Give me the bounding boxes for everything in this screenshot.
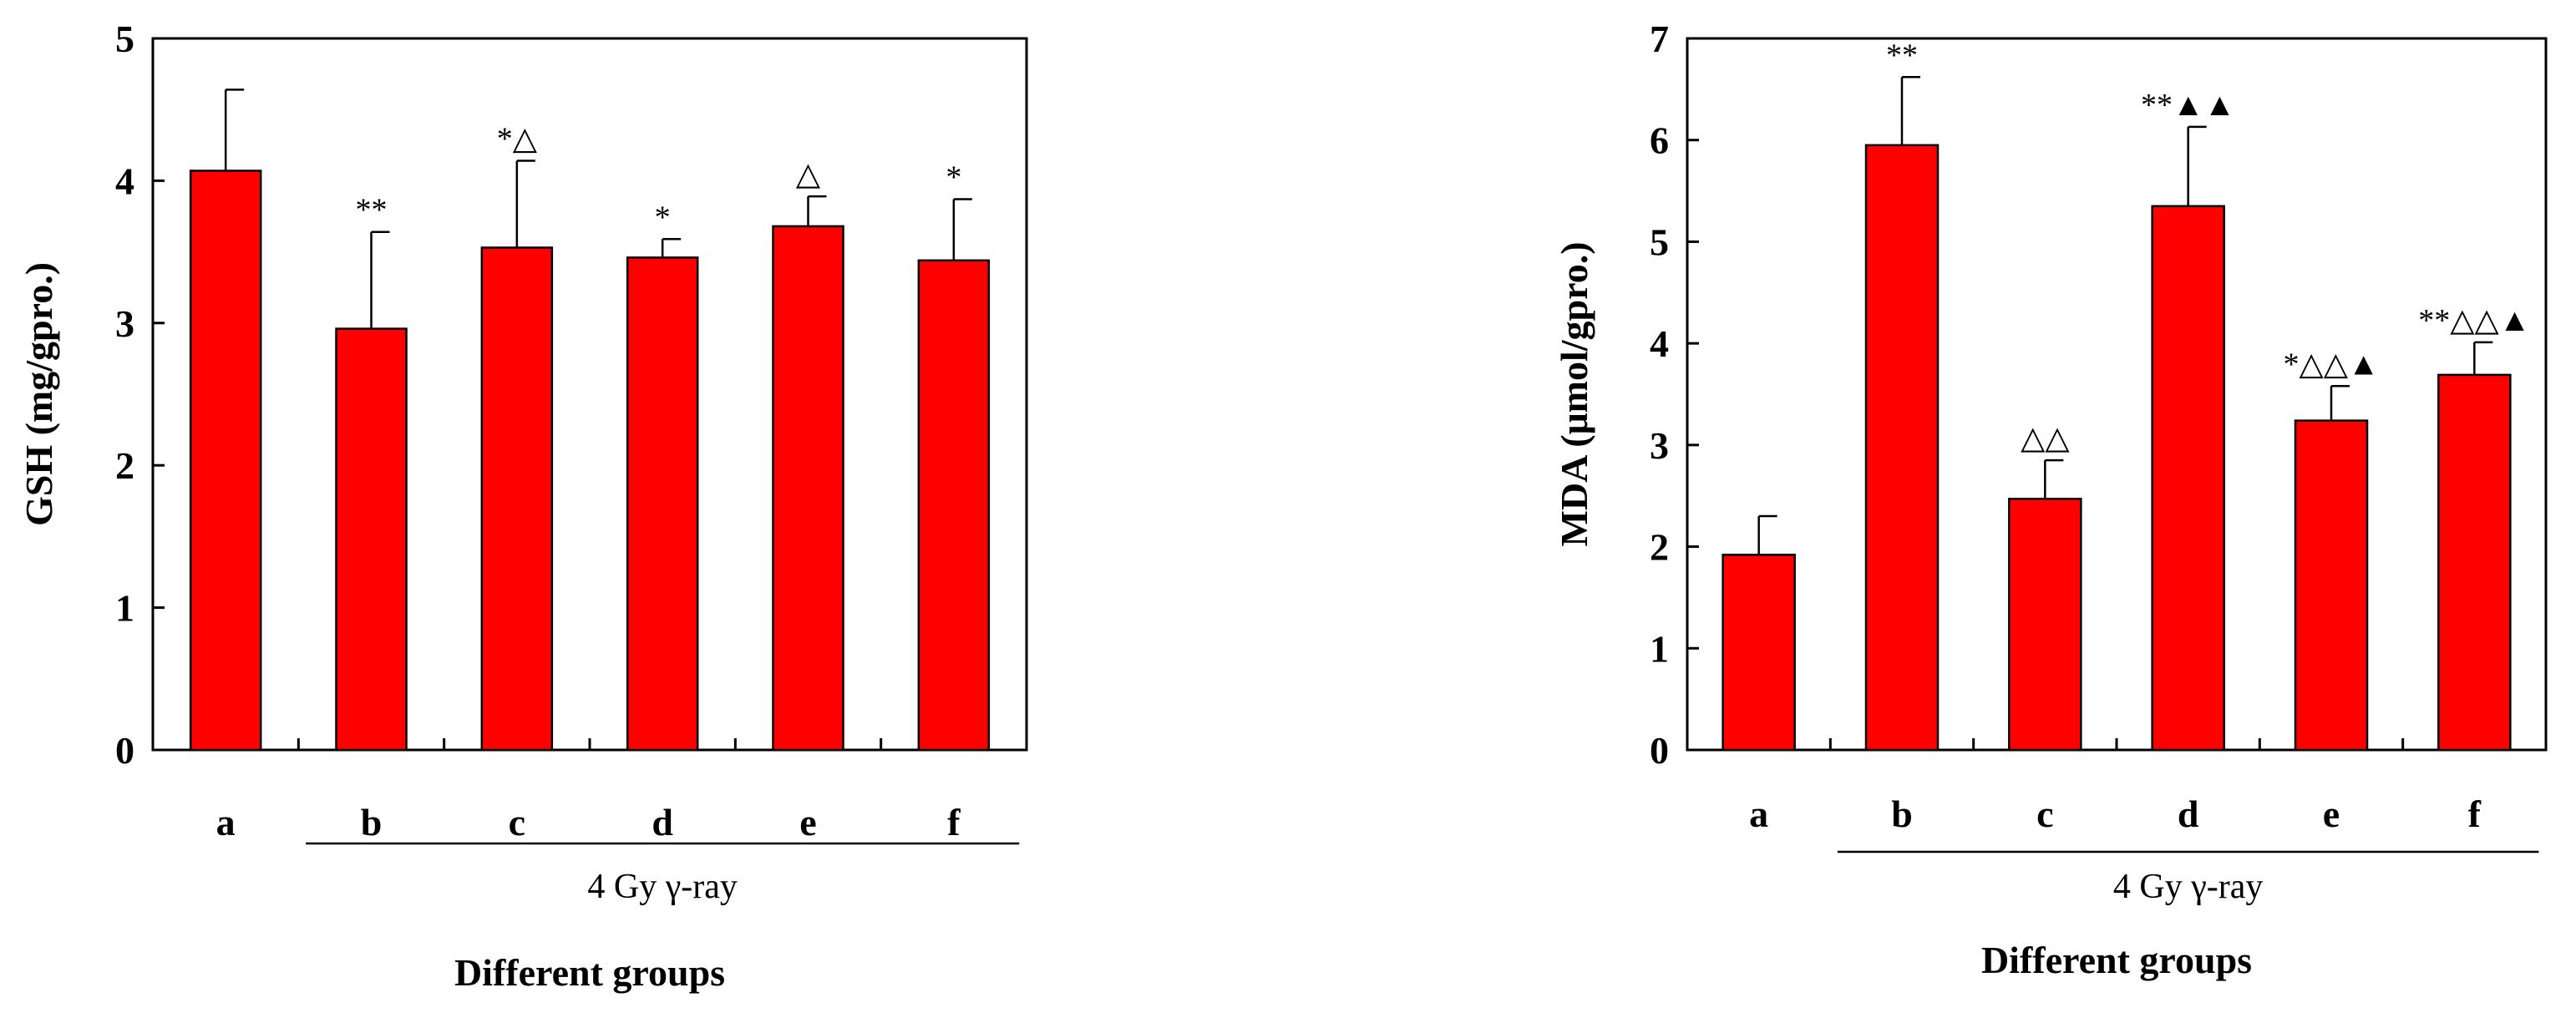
y-tick-label: 4 bbox=[1650, 322, 1669, 365]
y-tick-label: 0 bbox=[1650, 729, 1669, 772]
x-axis-title: Different groups bbox=[454, 951, 725, 994]
x-tick-label: d bbox=[2178, 793, 2199, 835]
y-tick-label: 0 bbox=[115, 729, 134, 772]
significance-label: △ bbox=[796, 157, 821, 192]
bar bbox=[772, 225, 844, 752]
y-axis-title: GSH (mg/gpro.) bbox=[18, 262, 60, 526]
x-axis-title: Different groups bbox=[1981, 939, 2252, 981]
y-tick-label: 5 bbox=[1650, 220, 1669, 263]
bar bbox=[1864, 144, 1940, 752]
x-tick-label: a bbox=[216, 801, 236, 843]
gsh-chart: 0 1 2 3 4 5 a ** b *△ c * d △ e * f 4 Gy γ-ray Different g… bbox=[18, 18, 1028, 994]
significance-label: ** bbox=[356, 193, 388, 228]
y-axis-title: MDA (μmol/gpro.) bbox=[1553, 241, 1595, 546]
significance-label: * bbox=[655, 200, 671, 235]
y-tick-label: 6 bbox=[1650, 119, 1669, 162]
x-tick-label: e bbox=[2323, 793, 2340, 835]
y-tick-label: 2 bbox=[1650, 526, 1669, 569]
significance-label: ** bbox=[1886, 38, 1918, 73]
bar bbox=[189, 170, 262, 752]
y-tick-label: 7 bbox=[1650, 18, 1669, 60]
x-tick-label: c bbox=[509, 801, 525, 843]
x-tick-label: b bbox=[1891, 793, 1913, 835]
y-tick-label: 2 bbox=[115, 444, 134, 487]
significance-label: △△ bbox=[2021, 421, 2070, 456]
bar bbox=[2437, 373, 2512, 752]
plot-frame bbox=[151, 37, 1028, 752]
bar bbox=[917, 259, 991, 752]
bar bbox=[2294, 419, 2369, 752]
significance-label: * bbox=[946, 160, 961, 195]
y-tick-label: 1 bbox=[115, 587, 134, 630]
group-label: 4 Gy γ-ray bbox=[2113, 868, 2264, 906]
x-tick-label: d bbox=[652, 801, 673, 843]
x-tick-label: e bbox=[799, 801, 816, 843]
significance-label: *△△▲ bbox=[2283, 347, 2379, 382]
x-tick-label: b bbox=[361, 801, 383, 843]
x-tick-label: a bbox=[1749, 793, 1768, 835]
y-tick-label: 1 bbox=[1650, 627, 1669, 670]
y-tick-label: 4 bbox=[115, 160, 134, 202]
y-tick-label: 5 bbox=[115, 18, 134, 60]
significance-label: **△△▲ bbox=[2418, 303, 2530, 338]
plot-frame bbox=[1686, 37, 2548, 752]
x-tick-label: f bbox=[2468, 793, 2482, 835]
bar bbox=[2151, 205, 2225, 752]
significance-label: *△ bbox=[497, 122, 538, 157]
bar bbox=[1722, 554, 1796, 752]
bar bbox=[335, 327, 408, 752]
bar bbox=[480, 246, 554, 752]
significance-label: **▲▲ bbox=[2141, 88, 2235, 123]
x-tick-label: c bbox=[2036, 793, 2053, 835]
group-label: 4 Gy γ-ray bbox=[587, 868, 738, 906]
bar bbox=[626, 256, 699, 752]
y-tick-label: 3 bbox=[1650, 424, 1669, 467]
mda-chart: 0 1 2 3 4 5 6 7 a ** b △△ c **▲▲ d *△△▲ e **△△▲ f 4 Gy γ-ra… bbox=[1553, 18, 2548, 981]
y-tick-label: 3 bbox=[115, 302, 134, 345]
bar bbox=[2008, 498, 2082, 752]
x-tick-label: f bbox=[947, 801, 961, 843]
